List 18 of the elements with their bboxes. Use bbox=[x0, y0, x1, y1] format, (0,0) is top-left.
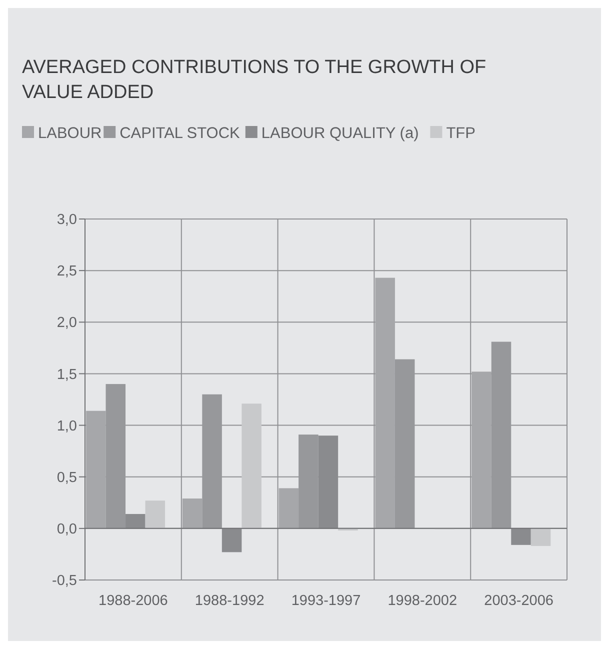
x-tick-label: 1988-1992 bbox=[194, 593, 264, 609]
chart-title: AVERAGED CONTRIBUTIONS TO THE GROWTH OF VALUE ADDED bbox=[22, 57, 486, 103]
x-tick-label: 2003-2006 bbox=[484, 593, 554, 609]
x-tick-label: 1988-2006 bbox=[98, 593, 168, 609]
y-tick-label: 0,5 bbox=[56, 470, 77, 486]
x-tick-label: 1998-2002 bbox=[388, 593, 458, 609]
y-tick-label: 1,5 bbox=[56, 366, 77, 383]
y-tick-label: 1,0 bbox=[56, 418, 77, 434]
legend-label: CAPITAL STOCK bbox=[120, 125, 241, 142]
y-tick-label: 2,5 bbox=[56, 264, 77, 280]
x-tick-label: 1993-1997 bbox=[291, 593, 361, 609]
legend-label: TFP bbox=[446, 125, 476, 142]
legend-label: LABOUR bbox=[38, 125, 102, 142]
y-tick-label: 3,0 bbox=[56, 212, 77, 228]
y-tick-label: 2,0 bbox=[56, 315, 77, 332]
legend-label: LABOUR QUALITY (a) bbox=[261, 125, 419, 142]
y-tick-label: 0,0 bbox=[56, 522, 77, 538]
y-tick-label: -0,5 bbox=[52, 573, 77, 590]
